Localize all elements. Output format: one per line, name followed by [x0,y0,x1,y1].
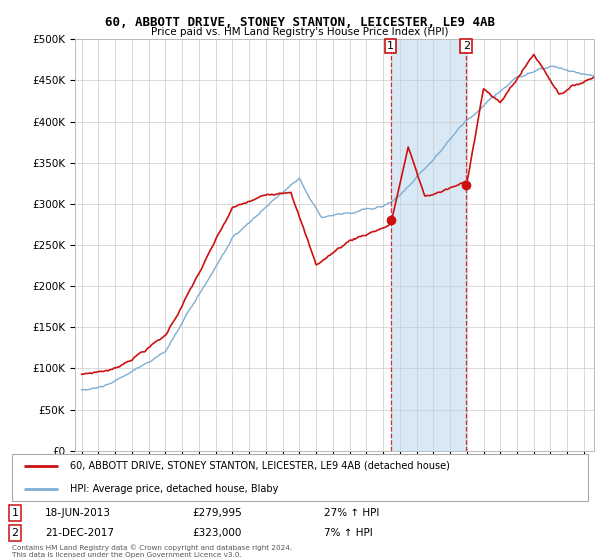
Text: Contains HM Land Registry data © Crown copyright and database right 2024.
This d: Contains HM Land Registry data © Crown c… [12,545,292,558]
Text: £323,000: £323,000 [192,528,241,538]
Text: 27% ↑ HPI: 27% ↑ HPI [324,508,379,518]
Text: 1: 1 [11,508,19,518]
Text: 1: 1 [387,41,394,51]
Text: HPI: Average price, detached house, Blaby: HPI: Average price, detached house, Blab… [70,484,278,494]
Bar [391,39,466,451]
Text: 7% ↑ HPI: 7% ↑ HPI [324,528,373,538]
Text: Price paid vs. HM Land Registry's House Price Index (HPI): Price paid vs. HM Land Registry's House … [151,27,449,37]
Text: 2: 2 [463,41,470,51]
Text: 21-DEC-2017: 21-DEC-2017 [45,528,114,538]
FancyBboxPatch shape [12,454,588,501]
Text: £279,995: £279,995 [192,508,242,518]
Text: 60, ABBOTT DRIVE, STONEY STANTON, LEICESTER, LE9 4AB: 60, ABBOTT DRIVE, STONEY STANTON, LEICES… [105,16,495,29]
Text: 18-JUN-2013: 18-JUN-2013 [45,508,111,518]
Text: 60, ABBOTT DRIVE, STONEY STANTON, LEICESTER, LE9 4AB (detached house): 60, ABBOTT DRIVE, STONEY STANTON, LEICES… [70,461,449,471]
Text: 2: 2 [11,528,19,538]
